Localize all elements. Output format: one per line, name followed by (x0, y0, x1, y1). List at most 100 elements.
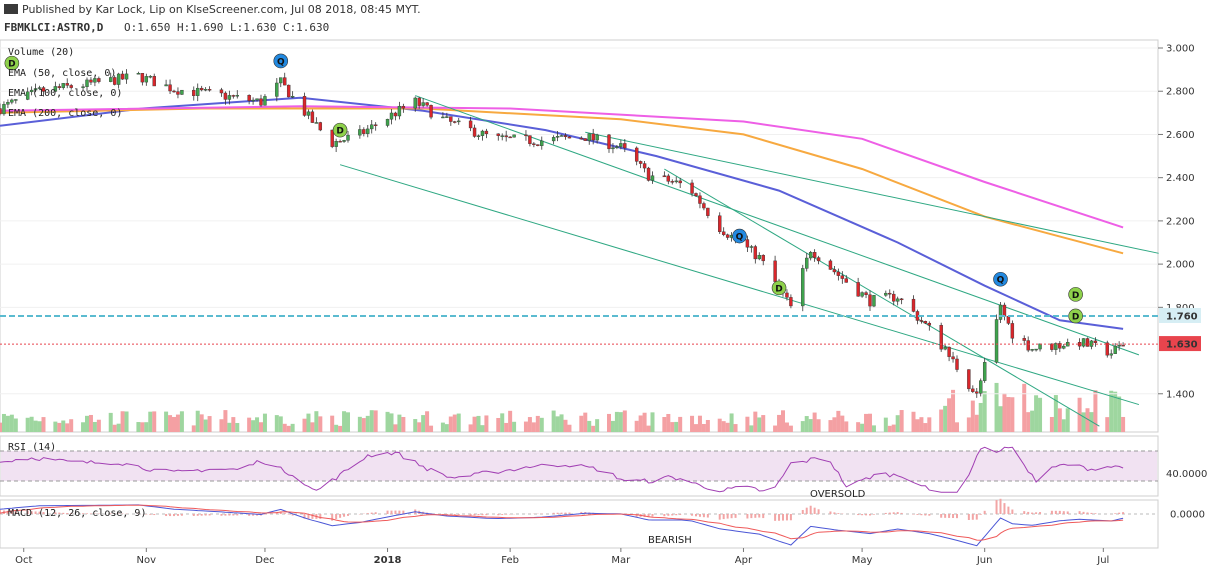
candle-body (168, 84, 172, 92)
macd-histogram-bar (481, 514, 484, 516)
macd-histogram-bar (865, 514, 868, 516)
volume-bar (302, 418, 307, 432)
marker-label: Q (736, 233, 744, 243)
macd-histogram-bar (552, 512, 555, 514)
macd-histogram-bar (0, 510, 1, 514)
candle-body (53, 86, 58, 92)
ema50-line (0, 96, 1124, 330)
y-tick-label: 2.000 (1166, 260, 1195, 271)
macd-histogram-bar (89, 513, 92, 514)
macd-histogram-bar (698, 514, 701, 517)
macd-histogram-bar (402, 510, 405, 514)
candle-body (1105, 342, 1109, 356)
macd-histogram-bar (857, 514, 860, 516)
volume-bar (729, 413, 734, 432)
macd-histogram-bar (774, 514, 777, 521)
y-tick-label: 2.600 (1166, 130, 1195, 141)
candle-body (551, 137, 556, 142)
volume-bar (895, 415, 900, 432)
macd-histogram-bar (180, 514, 183, 516)
candle-body (196, 87, 200, 96)
volume-bar (306, 413, 311, 432)
candle-body (152, 76, 156, 87)
macd-histogram-bar (252, 514, 255, 516)
volume-bar (92, 421, 97, 432)
candle-body (864, 292, 868, 295)
macd-histogram-bar (762, 514, 765, 519)
volume-bar (646, 425, 651, 432)
macd-histogram-bar (924, 514, 927, 516)
d-marker (1068, 287, 1083, 302)
volume-bar (310, 422, 315, 432)
volume-bar (278, 416, 283, 432)
candle-body (595, 134, 599, 141)
volume-bar (923, 423, 928, 432)
volume-bar (1093, 390, 1098, 432)
macd-histogram-bar (833, 512, 836, 514)
macd-histogram-bar (718, 514, 721, 520)
price-legend: Volume (20) EMA (50, close, 0) EMA (100,… (8, 47, 122, 119)
macd-histogram-bar (173, 514, 175, 517)
volume-bar (5, 415, 10, 432)
macd-histogram-bar (236, 514, 239, 516)
volume-bar (733, 424, 738, 432)
candle-body (389, 112, 394, 120)
candle-body (563, 135, 568, 138)
volume-bar (761, 415, 766, 432)
volume-bar (899, 410, 904, 432)
volume-bar (500, 413, 505, 432)
macd-histogram-bar (366, 513, 369, 514)
volume-bar (551, 410, 556, 432)
candle-body (919, 320, 924, 322)
candle-body (666, 175, 671, 182)
marker-label: Q (277, 57, 285, 67)
trendline (585, 131, 1159, 254)
trendline (339, 164, 1140, 406)
volume-bar (911, 411, 916, 432)
candle-body (955, 358, 959, 370)
volume-bar (1057, 408, 1062, 432)
volume-bar (745, 416, 750, 432)
macd-tick-label: 0.0000 (1170, 510, 1205, 521)
candle-body (429, 105, 433, 118)
last-price-tag (1159, 336, 1201, 352)
macd-histogram-bar (457, 514, 460, 515)
volume-bar (85, 415, 89, 432)
volume-bar (13, 418, 18, 432)
volume-bar (179, 411, 184, 432)
candle-body (761, 255, 765, 262)
marker-label: D (1072, 291, 1079, 301)
candle-body (445, 116, 449, 118)
volume-bar (1113, 391, 1118, 432)
volume-bar (915, 419, 920, 432)
macd-histogram-bar (66, 513, 69, 514)
macd-histogram-bar (778, 514, 781, 521)
macd-histogram-bar (86, 513, 88, 514)
volume-bar (670, 422, 675, 432)
volume-bar (152, 411, 157, 432)
macd-histogram-bar (872, 514, 875, 515)
candle-body (124, 73, 129, 80)
volume-bar (579, 415, 584, 432)
macd-histogram-bar (311, 514, 314, 519)
volume-bar (634, 420, 639, 432)
marker-label: D (8, 60, 15, 70)
macd-histogram-bar (967, 514, 970, 520)
volume-bar (974, 414, 979, 432)
volume-bar (1030, 410, 1035, 432)
macd-histogram-bar (869, 514, 871, 516)
volume-bar (37, 421, 42, 432)
volume-bar (1002, 393, 1007, 432)
candle-body (219, 89, 224, 94)
volume-bar (994, 382, 999, 432)
macd-histogram-bar (453, 514, 456, 515)
candle-body (951, 356, 955, 360)
macd-histogram-bar (505, 514, 508, 515)
candle-body (468, 120, 473, 129)
volume-bar (468, 424, 473, 432)
volume-bar (472, 416, 477, 432)
legend-macd: MACD (12, 26, close, 9) (8, 508, 146, 519)
candle-body (172, 90, 176, 93)
volume-bar (638, 415, 643, 432)
volume-bar (140, 422, 145, 432)
